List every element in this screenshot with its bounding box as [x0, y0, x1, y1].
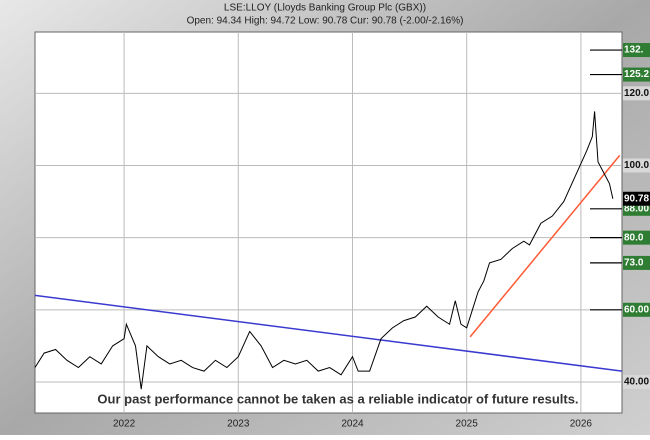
chart-title: LSE:LLOY (Lloyds Banking Group Plc (GBX)… [224, 3, 426, 14]
target-box [623, 43, 650, 58]
trend-line [34, 294, 623, 372]
x-tick-label: 2022 [113, 419, 136, 430]
target-label: 132. [624, 45, 644, 56]
y-tick-label: 120.0 [624, 88, 649, 99]
x-tick-label: 2026 [570, 419, 593, 430]
target-label: 73.0 [624, 258, 644, 269]
target-box [623, 230, 650, 245]
trend-line [469, 154, 621, 338]
target-box [623, 302, 650, 317]
target-box [623, 67, 650, 82]
y-tick-box [623, 86, 650, 101]
target-label: 88.00 [624, 203, 649, 214]
price-line [34, 111, 614, 390]
y-tick-box [623, 158, 650, 173]
y-tick-label: 40.00 [624, 377, 649, 388]
y-tick-box [623, 374, 650, 389]
chart-subtitle: Open: 94.34 High: 94.72 Low: 90.78 Cur: … [187, 16, 464, 27]
disclaimer: Our past performance cannot be taken as … [97, 391, 578, 406]
x-tick-label: 2025 [456, 419, 479, 430]
current-box [623, 191, 650, 206]
current-label: 90.78 [624, 193, 649, 204]
target-label: 80.0 [624, 232, 644, 243]
plot-area [34, 31, 623, 414]
y-tick-label: 100.0 [624, 160, 649, 171]
target-box [623, 255, 650, 270]
target-label: 60.00 [624, 304, 649, 315]
x-tick-label: 2024 [341, 419, 364, 430]
x-tick-label: 2023 [227, 419, 250, 430]
target-label: 125.2 [624, 69, 649, 80]
